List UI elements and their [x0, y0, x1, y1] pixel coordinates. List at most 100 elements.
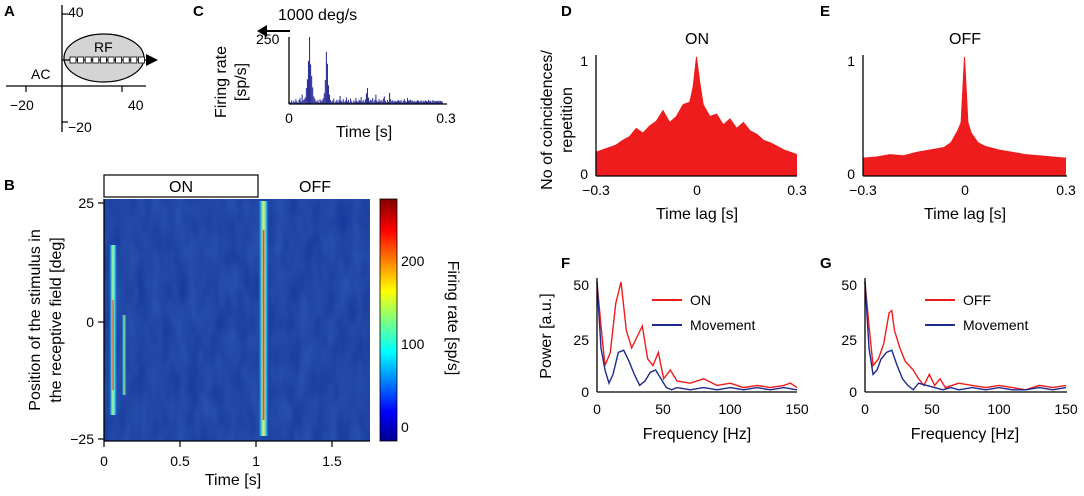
heatmap-xtick-label-1: 1 [252, 453, 260, 469]
psth-bar [305, 87, 307, 104]
psth-bar [310, 64, 312, 104]
psth-bar [326, 63, 328, 104]
chart-f-ylabel: Power [a.u.] [538, 293, 555, 378]
psth-bar [334, 102, 336, 104]
psth-bar [423, 101, 425, 104]
psth-bar [431, 101, 433, 104]
psth-bar [435, 100, 437, 104]
psth-bar [360, 97, 362, 104]
chart-c-title: 1000 deg/s [278, 7, 357, 24]
psth-bar [290, 102, 292, 104]
ac-label: AC [31, 66, 50, 82]
psth-bar [313, 96, 315, 104]
psth-bar [338, 100, 340, 104]
psth-bar [351, 101, 353, 104]
chart-d-xtick-neg03: −0.3 [582, 182, 610, 198]
stimulus-square [100, 56, 107, 64]
psth-bar [303, 99, 305, 104]
psth-bar [330, 99, 332, 104]
chart-g-series-movement [864, 281, 1067, 391]
psth-bar [354, 101, 356, 104]
psth-bar [337, 102, 339, 104]
chart-c-xlabel: Time [s] [336, 124, 392, 141]
psth-bar [406, 98, 409, 104]
psth-bar [433, 101, 435, 104]
panel-a-xtick-label-40: 40 [128, 97, 144, 113]
on-period-box [103, 174, 259, 198]
stimulus-square [107, 56, 115, 64]
chart-e-xtick-03: 0.3 [1056, 182, 1076, 198]
psth-bar [320, 101, 322, 104]
heatmap-xtick-label-0: 0 [100, 453, 108, 469]
psth-bar [399, 101, 401, 104]
panel-letter-a: A [4, 3, 15, 20]
chart-g-legend-off: OFF [963, 292, 991, 308]
psth-bar [386, 99, 389, 104]
psth-bar [440, 101, 442, 104]
chart-d-title: ON [685, 31, 709, 48]
psth-bar [309, 37, 311, 104]
psth-bar [345, 97, 347, 104]
psth-bar [316, 101, 318, 104]
psth-bar [395, 101, 397, 104]
psth-bar [336, 99, 338, 104]
psth-bar [428, 99, 430, 104]
stimulus-square [69, 56, 77, 64]
panel-a-ytick-label-neg20: −20 [68, 119, 92, 135]
chart-f-xlabel: Frequency [Hz] [643, 426, 751, 443]
chart-d-area [596, 57, 797, 176]
psth-bar [381, 101, 383, 104]
psth-bar [356, 101, 358, 104]
stimulus-square [84, 56, 92, 64]
chart-g-xtick-150: 150 [1054, 401, 1078, 417]
psth-bar [403, 99, 405, 104]
colorbar-tick-100: 100 [401, 336, 425, 352]
colorbar-label: Firing rate [sp/s] [444, 261, 461, 376]
psth-bar [321, 100, 323, 104]
psth-bar [383, 96, 385, 104]
psth-bar [302, 100, 304, 104]
psth-bar [317, 99, 319, 104]
chart-d-xtick-0: 0 [693, 182, 701, 198]
speed-arrow-head [257, 25, 267, 37]
stimulus-square [92, 56, 100, 64]
heatmap-ytick-label-0: 0 [86, 314, 94, 330]
psth-bar [396, 101, 398, 104]
psth-bar [306, 79, 308, 104]
chart-c-xtick-0: 0 [285, 110, 293, 126]
stimulus-squares [69, 56, 145, 64]
psth-bar [409, 100, 411, 104]
psth-bar [432, 100, 434, 104]
chart-f-series-movement [596, 281, 798, 391]
panel-d: D ON No of coincidences/ repetition 1 0 … [539, 3, 807, 223]
colorbar-tick-200: 200 [401, 253, 425, 269]
psth-bar [394, 100, 396, 104]
psth-bar [291, 100, 293, 104]
psth-bar [349, 102, 351, 104]
panel-letter-c: C [193, 3, 204, 20]
psth-bar [385, 102, 387, 104]
psth-bar [415, 101, 417, 104]
psth-bar [300, 101, 302, 104]
stimulus-square [122, 56, 130, 64]
psth-bar [341, 101, 343, 104]
psth-bar [342, 99, 344, 104]
psth-bar [384, 100, 386, 104]
psth-bar [377, 102, 379, 104]
chart-f-xtick-150: 150 [785, 401, 809, 417]
chart-g-xlabel: Frequency [Hz] [911, 426, 1019, 443]
chart-d-ytick-1: 1 [580, 53, 588, 69]
chart-e-ytick-0: 0 [847, 166, 855, 182]
psth-bar [372, 98, 374, 104]
psth-bar [405, 101, 407, 104]
chart-c-ytick-250: 250 [256, 31, 280, 47]
chart-f-ytick-50: 50 [573, 277, 589, 293]
psth-bar [298, 99, 300, 104]
psth-bar [382, 98, 384, 104]
panel-c: C 1000 deg/s Firing rate [sp/s] 250 0 0.… [193, 3, 456, 141]
chart-g-xtick-50: 50 [924, 401, 940, 417]
psth-bar [343, 102, 345, 104]
psth-bar [319, 99, 321, 104]
psth-bar [361, 101, 363, 104]
